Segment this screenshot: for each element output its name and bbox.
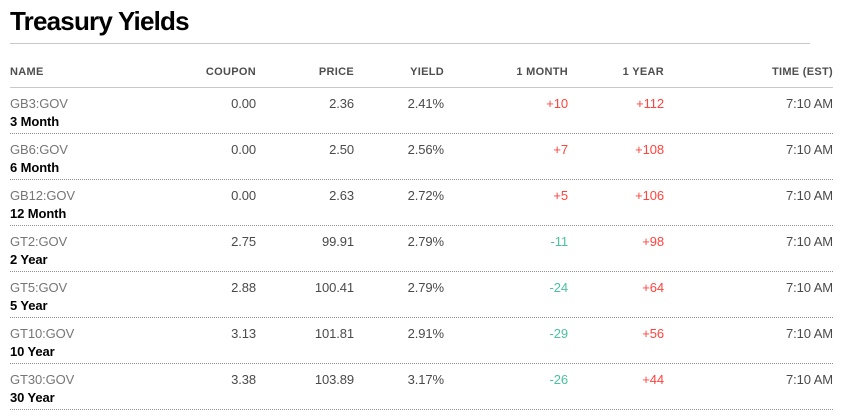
maturity-label: 30 Year (10, 390, 55, 405)
column-header-time: TIME (EST) (771, 66, 833, 78)
table-row: GT30:GOV 30 Year 3.38 103.89 3.17% -26 +44 7:10… (10, 364, 833, 410)
name-cell: GB12:GOV 12 Month (10, 188, 170, 223)
ticker-link[interactable]: GB6:GOV (10, 142, 68, 157)
yield-value: 2.79% (407, 234, 444, 249)
time-value: 7:10 AM (786, 96, 833, 111)
coupon-value: 0.00 (231, 142, 256, 157)
maturity-label: 12 Month (10, 206, 67, 221)
column-header-coupon: COUPON (205, 66, 256, 78)
change-1month-value: -26 (549, 372, 569, 387)
yield-value: 2.72% (407, 188, 444, 203)
price-value: 103.89 (314, 372, 354, 387)
yield-value: 2.56% (407, 142, 444, 157)
maturity-label: 5 Year (10, 298, 48, 313)
time-value: 7:10 AM (786, 326, 833, 341)
column-header-price: PRICE (318, 66, 354, 78)
title-block: Treasury Yields (10, 0, 810, 44)
change-1year-value: +108 (635, 142, 664, 157)
change-1year-value: +56 (642, 326, 664, 341)
table-row: GT10:GOV 10 Year 3.13 101.81 2.91% -29 +56 7:10… (10, 318, 833, 364)
yield-value: 3.17% (407, 372, 444, 387)
change-1month-value: -29 (549, 326, 569, 341)
yield-value: 2.79% (407, 280, 444, 295)
coupon-value: 0.00 (231, 188, 256, 203)
ticker-link[interactable]: GT30:GOV (10, 372, 75, 387)
coupon-value: 3.13 (231, 326, 256, 341)
price-value: 2.36 (329, 96, 354, 111)
change-1year-value: +112 (636, 96, 664, 111)
change-1year-value: +64 (642, 280, 664, 295)
column-header-1year: 1 YEAR (622, 66, 664, 78)
treasury-yields-table: NAME COUPON PRICE YIELD 1 MONTH 1 YEAR T… (10, 44, 833, 410)
price-value: 2.50 (329, 142, 354, 157)
coupon-value: 2.88 (231, 280, 256, 295)
coupon-value: 3.38 (231, 372, 256, 387)
maturity-label: 10 Year (10, 344, 55, 359)
name-cell: GT2:GOV 2 Year (10, 234, 170, 269)
change-1month-value: -24 (549, 280, 569, 295)
maturity-label: 3 Month (10, 114, 60, 129)
table-header-row: NAME COUPON PRICE YIELD 1 MONTH 1 YEAR T… (10, 44, 833, 88)
name-cell: GT10:GOV 10 Year (10, 326, 170, 361)
change-1month-value: -11 (550, 234, 568, 249)
name-cell: GT5:GOV 5 Year (10, 280, 170, 315)
ticker-link[interactable]: GB3:GOV (10, 96, 68, 111)
change-1year-value: +44 (642, 372, 664, 387)
page-title: Treasury Yields (10, 6, 190, 36)
time-value: 7:10 AM (786, 280, 833, 295)
coupon-value: 2.75 (231, 234, 256, 249)
name-cell: GB3:GOV 3 Month (10, 96, 170, 131)
name-cell: GT30:GOV 30 Year (10, 372, 170, 407)
change-1year-value: +106 (635, 188, 664, 203)
change-1year-value: +98 (642, 234, 664, 249)
ticker-link[interactable]: GT2:GOV (10, 234, 68, 249)
name-cell: GB6:GOV 6 Month (10, 142, 170, 177)
table-body: GB3:GOV 3 Month 0.00 2.36 2.41% +10 +112 7:10 A… (10, 88, 833, 410)
ticker-link[interactable]: GT10:GOV (10, 326, 75, 341)
coupon-value: 0.00 (231, 96, 256, 111)
yield-value: 2.41% (407, 96, 444, 111)
table-row: GB6:GOV 6 Month 0.00 2.50 2.56% +7 +108 7:10 AM (10, 134, 833, 180)
price-value: 100.41 (314, 280, 354, 295)
change-1month-value: +5 (553, 188, 568, 203)
yield-value: 2.91% (407, 326, 444, 341)
ticker-link[interactable]: GB12:GOV (10, 188, 75, 203)
price-value: 99.91 (321, 234, 354, 249)
maturity-label: 6 Month (10, 160, 60, 175)
table-row: GB3:GOV 3 Month 0.00 2.36 2.41% +10 +112 7:10 A… (10, 88, 833, 134)
time-value: 7:10 AM (786, 234, 833, 249)
time-value: 7:10 AM (786, 372, 833, 387)
change-1month-value: +7 (553, 142, 568, 157)
table-row: GB12:GOV 12 Month 0.00 2.63 2.72% +5 +106 7:10 … (10, 180, 833, 226)
time-value: 7:10 AM (786, 188, 833, 203)
table-row: GT2:GOV 2 Year 2.75 99.91 2.79% -11 +98 7:10 AM (10, 226, 833, 272)
price-value: 101.81 (314, 326, 354, 341)
column-header-name: NAME (10, 66, 44, 78)
maturity-label: 2 Year (10, 252, 48, 267)
column-header-1month: 1 MONTH (516, 66, 568, 78)
column-header-yield: YIELD (410, 66, 444, 78)
table-row: GT5:GOV 5 Year 2.88 100.41 2.79% -24 +64 7:10 A… (10, 272, 833, 318)
ticker-link[interactable]: GT5:GOV (10, 280, 68, 295)
change-1month-value: +10 (546, 96, 568, 111)
price-value: 2.63 (329, 188, 354, 203)
time-value: 7:10 AM (786, 142, 833, 157)
